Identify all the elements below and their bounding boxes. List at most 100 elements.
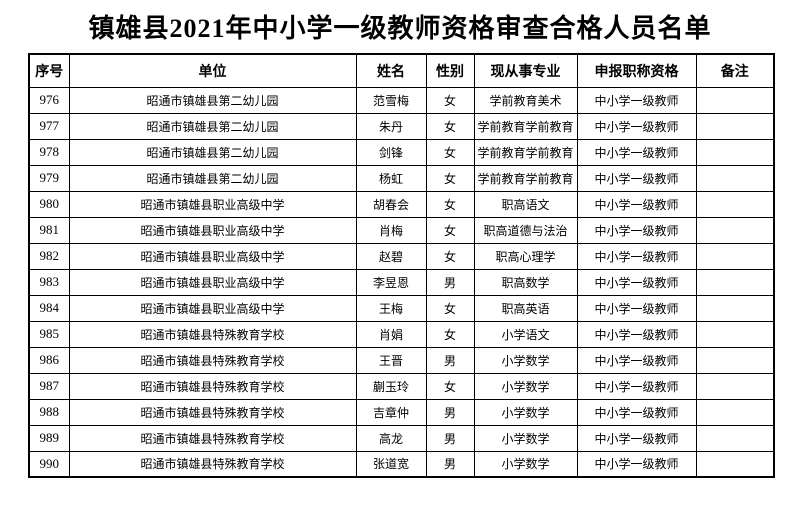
table-row: 990 昭通市镇雄县特殊教育学校 张道宽男小学数学 中小学一级教师 xyxy=(28,450,775,478)
table-row: 980 昭通市镇雄县职业高级中学 胡春会女职高语文 中小学一级教师 xyxy=(28,190,775,218)
table-cell-unit: 昭通市镇雄县职业高级中学 xyxy=(68,268,357,296)
table-cell-qual: 中小学一级教师 xyxy=(576,242,697,270)
table-cell-index: 990 xyxy=(28,450,70,478)
table-cell-name: 肖娟 xyxy=(355,320,427,348)
table-cell-remark xyxy=(695,164,775,192)
table-cell-qual: 中小学一级教师 xyxy=(576,190,697,218)
table-cell-unit: 昭通市镇雄县职业高级中学 xyxy=(68,294,357,322)
table-cell-name: 朱丹 xyxy=(355,112,427,140)
table-cell-unit: 昭通市镇雄县特殊教育学校 xyxy=(68,372,357,400)
table-cell-unit: 昭通市镇雄县职业高级中学 xyxy=(68,216,357,244)
table-row: 989 昭通市镇雄县特殊教育学校 高龙男小学数学 中小学一级教师 xyxy=(28,424,775,452)
column-header-major: 现从事专业 xyxy=(473,53,578,88)
table-cell-gender: 男 xyxy=(425,398,475,426)
table-cell-index: 983 xyxy=(28,268,70,296)
table-cell-unit: 昭通市镇雄县特殊教育学校 xyxy=(68,450,357,478)
table-cell-gender: 男 xyxy=(425,424,475,452)
table-row: 987 昭通市镇雄县特殊教育学校 蒯玉玲女小学数学 中小学一级教师 xyxy=(28,372,775,400)
table-cell-gender: 男 xyxy=(425,450,475,478)
table-cell-gender: 女 xyxy=(425,242,475,270)
table-cell-gender: 女 xyxy=(425,164,475,192)
table-cell-major: 职高道德与法治 xyxy=(473,216,578,244)
table-cell-index: 987 xyxy=(28,372,70,400)
table-cell-name: 李昱恩 xyxy=(355,268,427,296)
roster-table: 序号 单位 姓名 性别 现从事专业 申报职称资格 备注 976 昭通市镇雄县第二幼… xyxy=(28,53,775,479)
table-cell-qual: 中小学一级教师 xyxy=(576,164,697,192)
table-cell-remark xyxy=(695,398,775,426)
table-row: 982 昭通市镇雄县职业高级中学 赵碧女职高心理学 中小学一级教师 xyxy=(28,242,775,270)
table-cell-unit: 昭通市镇雄县特殊教育学校 xyxy=(68,398,357,426)
column-header-remark: 备注 xyxy=(695,53,775,88)
table-cell-name: 剑锋 xyxy=(355,138,427,166)
table-cell-qual: 中小学一级教师 xyxy=(576,294,697,322)
table-cell-qual: 中小学一级教师 xyxy=(576,372,697,400)
table-cell-qual: 中小学一级教师 xyxy=(576,112,697,140)
table-row: 976 昭通市镇雄县第二幼儿园 范雪梅女学前教育美术 中小学一级教师 xyxy=(28,86,775,114)
table-cell-qual: 中小学一级教师 xyxy=(576,216,697,244)
table-cell-name: 肖梅 xyxy=(355,216,427,244)
table-cell-gender: 女 xyxy=(425,86,475,114)
table-row: 983 昭通市镇雄县职业高级中学 李昱恩男职高数学 中小学一级教师 xyxy=(28,268,775,296)
table-cell-major: 小学语文 xyxy=(473,320,578,348)
table-cell-name: 高龙 xyxy=(355,424,427,452)
table-cell-index: 986 xyxy=(28,346,70,374)
table-body: 976 昭通市镇雄县第二幼儿园 范雪梅女学前教育美术 中小学一级教师 977 昭通市镇雄县… xyxy=(28,86,775,478)
table-cell-gender: 女 xyxy=(425,294,475,322)
table-cell-unit: 昭通市镇雄县特殊教育学校 xyxy=(68,424,357,452)
table-cell-major: 小学数学 xyxy=(473,424,578,452)
table-cell-unit: 昭通市镇雄县第二幼儿园 xyxy=(68,138,357,166)
table-cell-remark xyxy=(695,346,775,374)
table-cell-remark xyxy=(695,242,775,270)
table-cell-qual: 中小学一级教师 xyxy=(576,398,697,426)
table-cell-index: 977 xyxy=(28,112,70,140)
table-cell-index: 980 xyxy=(28,190,70,218)
table-cell-name: 赵碧 xyxy=(355,242,427,270)
table-cell-major: 职高语文 xyxy=(473,190,578,218)
table-cell-remark xyxy=(695,86,775,114)
table-cell-qual: 中小学一级教师 xyxy=(576,138,697,166)
table-cell-index: 985 xyxy=(28,320,70,348)
table-cell-index: 981 xyxy=(28,216,70,244)
table-cell-unit: 昭通市镇雄县第二幼儿园 xyxy=(68,112,357,140)
table-cell-name: 张道宽 xyxy=(355,450,427,478)
table-cell-remark xyxy=(695,112,775,140)
table-cell-major: 学前教育学前教育 xyxy=(473,112,578,140)
table-cell-qual: 中小学一级教师 xyxy=(576,320,697,348)
table-cell-unit: 昭通市镇雄县第二幼儿园 xyxy=(68,164,357,192)
table-cell-remark xyxy=(695,424,775,452)
table-cell-unit: 昭通市镇雄县职业高级中学 xyxy=(68,242,357,270)
table-cell-name: 吉章仲 xyxy=(355,398,427,426)
column-header-index: 序号 xyxy=(28,53,70,88)
table-cell-name: 杨虹 xyxy=(355,164,427,192)
table-cell-name: 王晋 xyxy=(355,346,427,374)
table-cell-gender: 女 xyxy=(425,216,475,244)
table-row: 979 昭通市镇雄县第二幼儿园 杨虹女学前教育学前教育 中小学一级教师 xyxy=(28,164,775,192)
table-cell-gender: 女 xyxy=(425,138,475,166)
table-cell-gender: 女 xyxy=(425,190,475,218)
table-cell-unit: 昭通市镇雄县特殊教育学校 xyxy=(68,346,357,374)
table-row: 985 昭通市镇雄县特殊教育学校 肖娟女小学语文 中小学一级教师 xyxy=(28,320,775,348)
table-cell-unit: 昭通市镇雄县第二幼儿园 xyxy=(68,86,357,114)
table-cell-name: 范雪梅 xyxy=(355,86,427,114)
table-cell-remark xyxy=(695,190,775,218)
table-cell-major: 职高数学 xyxy=(473,268,578,296)
table-cell-remark xyxy=(695,216,775,244)
table-row: 978 昭通市镇雄县第二幼儿园 剑锋女学前教育学前教育 中小学一级教师 xyxy=(28,138,775,166)
table-cell-remark xyxy=(695,268,775,296)
table-cell-index: 988 xyxy=(28,398,70,426)
table-cell-major: 学前教育学前教育 xyxy=(473,138,578,166)
table-cell-major: 学前教育学前教育 xyxy=(473,164,578,192)
table-row: 984 昭通市镇雄县职业高级中学 王梅女职高英语 中小学一级教师 xyxy=(28,294,775,322)
header-row: 序号 单位 姓名 性别 现从事专业 申报职称资格 备注 xyxy=(28,53,775,88)
table-cell-gender: 女 xyxy=(425,320,475,348)
column-header-unit: 单位 xyxy=(68,53,357,88)
table-cell-index: 984 xyxy=(28,294,70,322)
table-cell-gender: 男 xyxy=(425,346,475,374)
table-cell-qual: 中小学一级教师 xyxy=(576,86,697,114)
table-cell-major: 小学数学 xyxy=(473,346,578,374)
column-header-gender: 性别 xyxy=(425,53,475,88)
table-row: 986 昭通市镇雄县特殊教育学校 王晋男小学数学 中小学一级教师 xyxy=(28,346,775,374)
table-cell-remark xyxy=(695,450,775,478)
table-cell-index: 979 xyxy=(28,164,70,192)
table-row: 977 昭通市镇雄县第二幼儿园 朱丹女学前教育学前教育 中小学一级教师 xyxy=(28,112,775,140)
